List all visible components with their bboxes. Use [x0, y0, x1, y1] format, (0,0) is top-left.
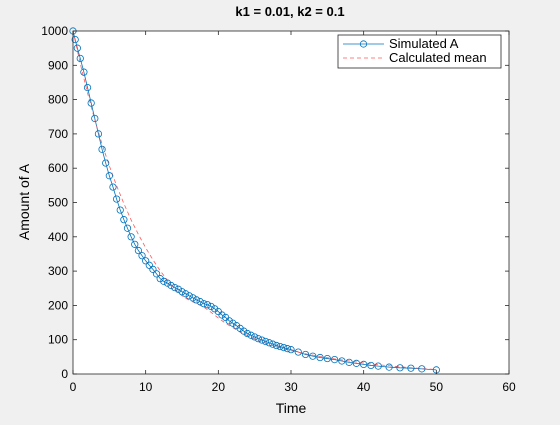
y-tick-label: 1000	[41, 24, 68, 38]
x-tick-label: 0	[70, 380, 77, 394]
plot-area	[73, 31, 509, 374]
y-tick-label: 0	[61, 367, 68, 381]
x-tick-label: 20	[212, 380, 226, 394]
y-tick-label: 900	[48, 58, 68, 72]
x-tick-label: 10	[139, 380, 153, 394]
y-tick-label: 100	[48, 333, 68, 347]
x-tick-label: 50	[430, 380, 444, 394]
y-tick-label: 200	[48, 298, 68, 312]
x-tick-label: 40	[357, 380, 371, 394]
legend-label-mean: Calculated mean	[389, 50, 487, 65]
y-tick-label: 700	[48, 127, 68, 141]
x-axis-label: Time	[276, 400, 307, 416]
y-tick-label: 600	[48, 161, 68, 175]
y-axis-label: Amount of A	[16, 163, 32, 240]
x-tick-label: 30	[284, 380, 298, 394]
x-tick-label: 60	[502, 380, 516, 394]
y-tick-label: 300	[48, 264, 68, 278]
y-tick-label: 800	[48, 93, 68, 107]
legend-label-simulated: Simulated A	[389, 36, 459, 51]
chart-title: k1 = 0.01, k2 = 0.1	[235, 4, 344, 19]
legend: Simulated A Calculated mean	[338, 35, 501, 68]
y-tick-label: 500	[48, 196, 68, 210]
y-tick-label: 400	[48, 230, 68, 244]
